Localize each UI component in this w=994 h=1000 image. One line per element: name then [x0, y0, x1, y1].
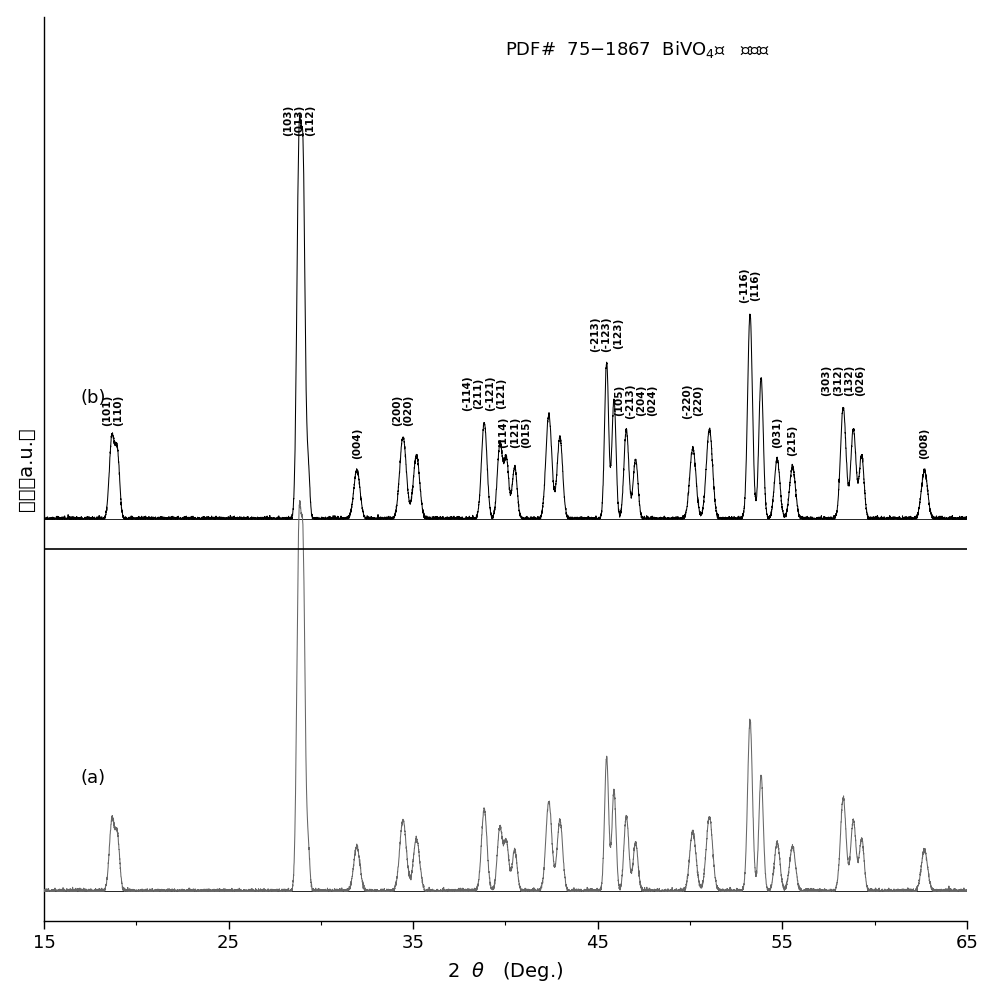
Text: (105)
(-213)
(204)
(024): (105) (-213) (204) (024) [613, 383, 657, 419]
Text: PDF#  75$-$1867  BiVO$_4$，   单斜相: PDF# 75$-$1867 BiVO$_4$， 单斜相 [505, 39, 769, 60]
Text: (-213)
(-123)
(123): (-213) (-123) (123) [589, 316, 622, 352]
Text: (215): (215) [786, 424, 796, 456]
Text: (a): (a) [81, 769, 106, 787]
Y-axis label: 强度（a.u.）: 强度（a.u.） [17, 427, 36, 511]
Text: (114)
(121)
(015): (114) (121) (015) [498, 417, 531, 448]
Text: (-220)
(220): (-220) (220) [682, 383, 703, 419]
Text: (b): (b) [81, 389, 106, 407]
Text: (-114)
(211)
(-121)
(121): (-114) (211) (-121) (121) [462, 375, 506, 411]
Text: (031): (031) [771, 417, 781, 448]
Text: (-116)
(116): (-116) (116) [739, 268, 759, 303]
Text: (101)
(110): (101) (110) [101, 395, 123, 426]
Text: (103)
(013)
(112): (103) (013) (112) [282, 104, 315, 136]
Text: (200)
(020): (200) (020) [392, 395, 414, 426]
Text: (303)
(312)
(132)
(026): (303) (312) (132) (026) [821, 365, 864, 396]
Text: (004): (004) [352, 428, 362, 459]
X-axis label: 2  $\theta$   (Deg.): 2 $\theta$ (Deg.) [446, 960, 564, 983]
Text: (008): (008) [918, 428, 928, 459]
